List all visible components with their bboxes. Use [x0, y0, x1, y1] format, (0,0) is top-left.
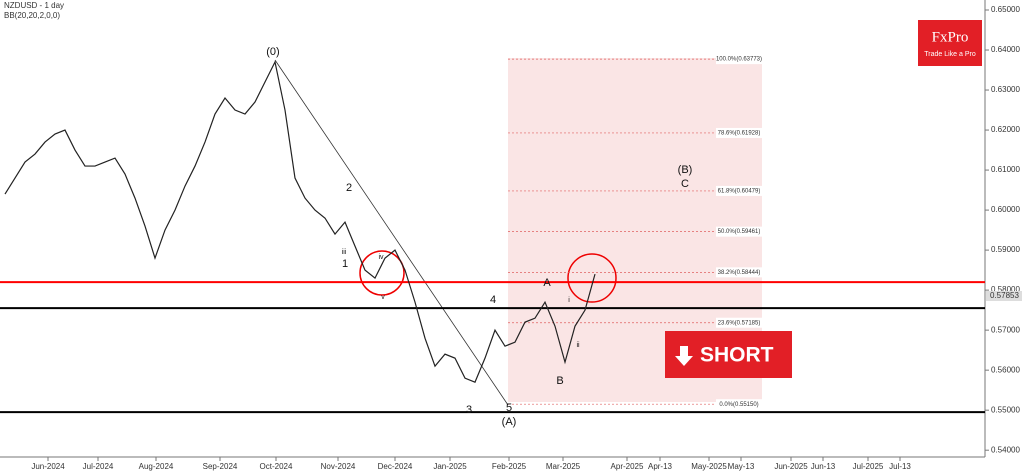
x-tick-label: Apr-13 [648, 462, 673, 471]
fib-label: 38.2%(0.58444) [718, 270, 761, 276]
fib-label-bg [716, 127, 762, 138]
y-tick-label: 0.65000 [991, 5, 1020, 14]
x-tick-label: Mar-2025 [546, 462, 581, 471]
x-tick-label: Jun-2025 [774, 462, 808, 471]
x-tick-label: May-13 [728, 462, 755, 471]
logo [918, 20, 982, 66]
trendline [274, 59, 509, 406]
fib-label: 50.0%(0.59461) [718, 229, 761, 235]
fib-label: 61.8%(0.60479) [718, 189, 761, 195]
wave-label: (A) [502, 416, 517, 428]
y-tick-label: 0.57000 [991, 325, 1020, 334]
fib-label-bg [716, 399, 762, 410]
logo-tagline: Trade Like a Pro [924, 51, 976, 58]
x-tick-label: May-2025 [691, 462, 727, 471]
x-tick-label: Apr-2025 [611, 462, 644, 471]
wave-label: 5 [506, 402, 512, 414]
x-tick-label: Feb-2025 [492, 462, 527, 471]
y-tick-label: 0.54000 [991, 445, 1020, 454]
fib-label-bg [716, 54, 762, 65]
wave-label: 4 [490, 294, 496, 306]
y-tick-label: 0.59000 [991, 245, 1020, 254]
fib-label: 23.6%(0.57185) [718, 320, 761, 326]
fib-label: 100.0%(0.63773) [716, 57, 762, 63]
highlight-circle [359, 250, 405, 296]
wave-label: 3 [466, 404, 472, 416]
price-line [4, 60, 596, 383]
y-tick-label: 0.58000 [991, 285, 1020, 294]
wave-sublabel: ii [576, 342, 580, 349]
x-tick-label: Jun-13 [811, 462, 836, 471]
wave-label: (0) [266, 46, 279, 58]
wave-label: 2 [346, 182, 352, 194]
wave-label: (B) [678, 164, 693, 176]
down-arrow [675, 346, 693, 366]
x-tick-label: Oct-2024 [260, 462, 293, 471]
wave-label: A [543, 277, 551, 289]
x-tick-label: Jul-2024 [83, 462, 114, 471]
wave-sublabel: i [568, 297, 570, 304]
last-price-bg [986, 291, 1022, 302]
fib-label-bg [716, 267, 762, 278]
logo-name: FxPro [932, 29, 969, 45]
symbol-title: NZDUSD - 1 day [4, 1, 64, 10]
x-tick-label: Jul-2025 [853, 462, 884, 471]
wave-label: B [556, 375, 563, 387]
y-tick-label: 0.62000 [991, 125, 1020, 134]
wave-label: 1 [342, 258, 348, 270]
y-tick-label: 0.56000 [991, 365, 1020, 374]
x-tick-label: Dec-2024 [378, 462, 413, 471]
fib-label: 0.0%(0.55150) [719, 402, 758, 408]
y-tick-label: 0.60000 [991, 205, 1020, 214]
x-tick-label: Sep-2024 [203, 462, 238, 471]
y-tick-label: 0.64000 [991, 45, 1020, 54]
y-tick-label: 0.61000 [991, 165, 1020, 174]
indicator-label: BB(20,20,2,0,0) [4, 11, 60, 20]
wave-sublabel: iv [378, 254, 384, 261]
wave-sublabel: v [381, 294, 385, 301]
x-tick-label: Jun-2024 [31, 462, 65, 471]
wave-label: C [681, 178, 689, 190]
fib-label-bg [716, 317, 762, 328]
x-tick-label: Aug-2024 [139, 462, 174, 471]
fib-label: 78.6%(0.61928) [718, 131, 761, 137]
highlight-circle [567, 253, 617, 303]
fib-label-bg [716, 185, 762, 196]
wave-sublabel: iii [342, 249, 347, 256]
fib-label-bg [716, 226, 762, 237]
x-tick-label: Jan-2025 [433, 462, 467, 471]
x-tick-label: Nov-2024 [321, 462, 356, 471]
y-tick-label: 0.55000 [991, 405, 1020, 414]
last-price-label: 0.57853 [990, 291, 1019, 300]
x-tick-label: Jul-13 [889, 462, 911, 471]
y-tick-label: 0.63000 [991, 85, 1020, 94]
signal-text: SHORT [700, 344, 774, 367]
